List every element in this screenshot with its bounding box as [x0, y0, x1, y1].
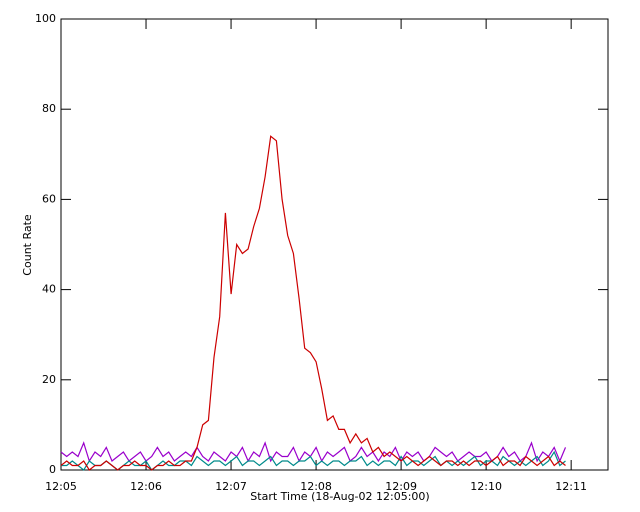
x-tick-label: 12:11 [555, 480, 587, 493]
x-tick-label: 12:06 [130, 480, 162, 493]
x-tick-label: 12:09 [385, 480, 417, 493]
x-tick-label: 12:05 [45, 480, 77, 493]
series-line [60, 441, 567, 463]
y-tick-label: 60 [42, 192, 56, 205]
y-axis-label: Count Rate [21, 214, 34, 276]
y-tick-label: 20 [42, 373, 56, 386]
series-line [61, 450, 566, 471]
x-tick-label: 12:10 [470, 480, 502, 493]
y-tick-label: 40 [42, 283, 56, 296]
x-tick-label: 12:08 [300, 480, 332, 493]
y-tick-label: 80 [42, 102, 56, 115]
y-tick-label: 100 [35, 12, 56, 25]
x-tick-label: 12:07 [215, 480, 247, 493]
y-tick-label: 0 [49, 463, 56, 476]
x-axis-label: Start Time (18-Aug-02 12:05:00) [250, 490, 429, 503]
plot-frame [60, 18, 609, 471]
series-line [60, 135, 566, 471]
